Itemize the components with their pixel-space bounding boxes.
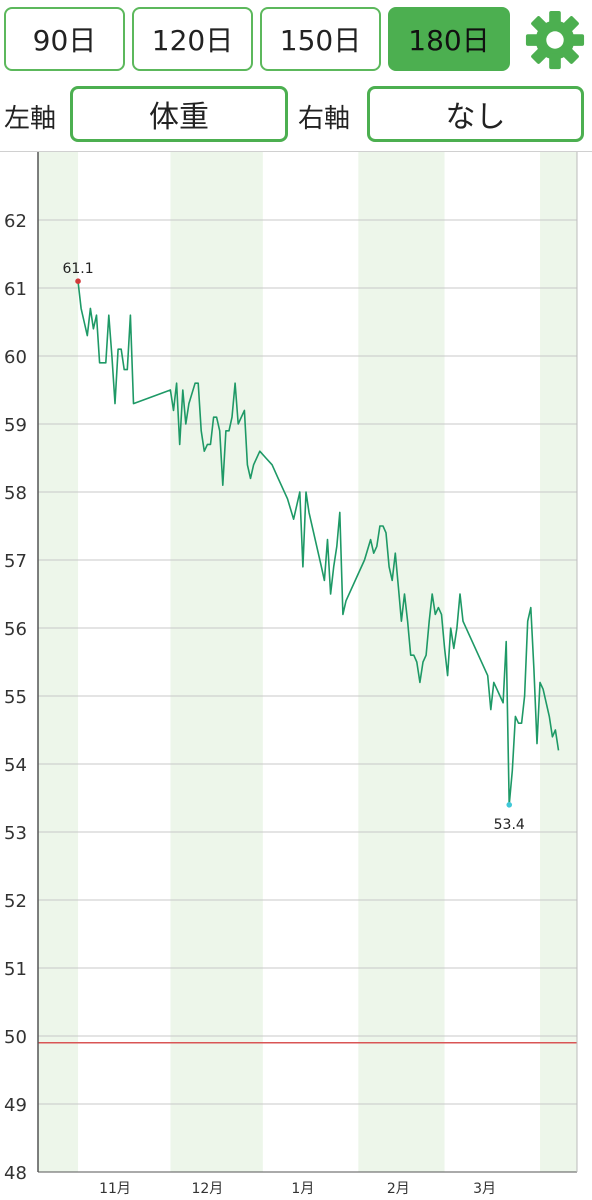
y-tick-label: 48 <box>4 1163 27 1184</box>
y-tick-label: 51 <box>4 959 27 980</box>
y-tick-label: 52 <box>4 891 27 912</box>
y-tick-label: 58 <box>4 483 27 504</box>
range-120-days-button[interactable]: 120日 <box>132 7 253 71</box>
right-axis-label: 右軸 <box>298 104 351 134</box>
x-tick-label: 11月 <box>99 1181 131 1197</box>
gear-icon[interactable] <box>524 9 586 71</box>
range-180-days-button[interactable]: 180日 <box>388 7 510 71</box>
y-tick-label: 61 <box>4 279 27 300</box>
x-tick-label: 12月 <box>191 1181 223 1197</box>
y-tick-label: 56 <box>4 619 27 640</box>
y-tick-label: 54 <box>4 755 27 776</box>
month-band <box>38 152 79 1172</box>
left-axis-select[interactable]: 体重 <box>70 86 288 142</box>
month-band <box>358 152 445 1172</box>
min-point-label: 53.4 <box>494 817 525 833</box>
y-tick-label: 62 <box>4 211 27 232</box>
range-90-days-button[interactable]: 90日 <box>4 7 125 71</box>
max-point-label: 61.1 <box>62 261 93 277</box>
left-axis-label: 左軸 <box>4 104 57 134</box>
month-band <box>170 152 263 1172</box>
y-tick-label: 59 <box>4 415 27 436</box>
range-150-days-button[interactable]: 150日 <box>260 7 381 71</box>
right-axis-select[interactable]: なし <box>367 86 584 142</box>
x-tick-label: 3月 <box>473 1181 496 1197</box>
weight-chart: 48 49 50 51 52 53 54 55 56 57 58 59 60 61 62 11月 12月 1月 2月… <box>4 152 578 1197</box>
header-divider <box>0 151 592 152</box>
max-point-marker <box>75 278 81 284</box>
x-tick-label: 2月 <box>387 1181 410 1197</box>
y-tick-label: 53 <box>4 823 27 844</box>
month-band <box>540 152 577 1172</box>
y-tick-label: 49 <box>4 1095 27 1116</box>
y-tick-label: 60 <box>4 347 27 368</box>
min-point-marker <box>506 802 513 808</box>
y-tick-label: 50 <box>4 1027 27 1048</box>
x-tick-label: 1月 <box>291 1181 314 1197</box>
y-tick-label: 55 <box>4 687 27 708</box>
y-tick-label: 57 <box>4 551 27 572</box>
weight-series-line <box>77 281 560 806</box>
